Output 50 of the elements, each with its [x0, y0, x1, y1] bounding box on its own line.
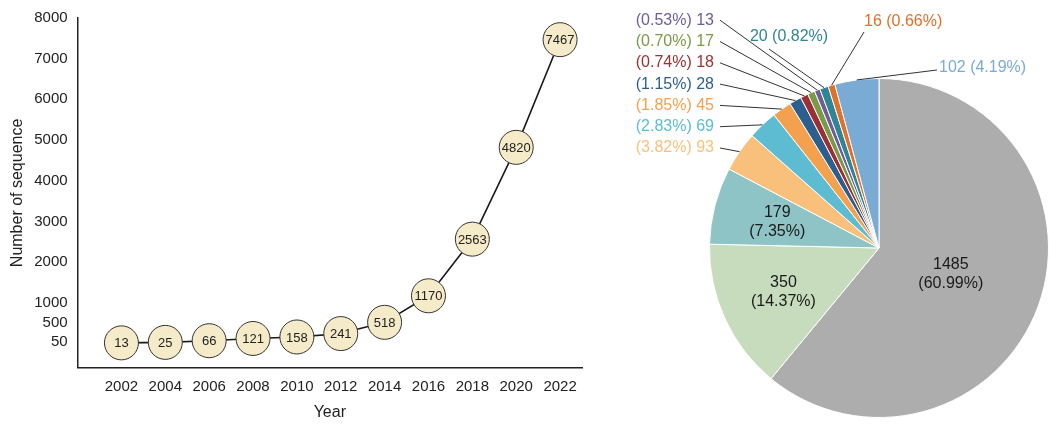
data-label: 350 (14.37%)	[750, 272, 816, 309]
y-tick-label: 1000	[34, 292, 68, 310]
x-tick-label: 2010	[280, 376, 314, 394]
data-label: 25	[158, 334, 173, 350]
x-tick-label: 2022	[543, 376, 577, 394]
point	[191, 323, 227, 359]
data-label: 1485 (60.99%)	[918, 254, 984, 291]
data-label: 16 (0.66%)	[864, 12, 943, 30]
data-label: 4820	[501, 139, 531, 155]
data-label: (0.74%) 18	[635, 53, 715, 71]
data-label: 2563	[457, 231, 487, 247]
x-tick-label: 2006	[192, 376, 226, 394]
x-axis-title: Year	[313, 402, 347, 420]
data-label: (2.83%) 69	[635, 117, 715, 135]
x-tick-label: 2016	[411, 376, 446, 394]
data-label: 158	[286, 329, 308, 345]
x-tick-label: 2002	[104, 376, 139, 394]
x-tick-label: 2014	[367, 376, 402, 394]
point	[103, 325, 139, 361]
data-label: 7467	[545, 32, 575, 48]
y-tick-label: 5000	[34, 130, 68, 148]
data-label: (0.70%) 17	[635, 31, 715, 49]
x-tick-label: 2018	[455, 376, 490, 394]
y-tick-label: 4000	[34, 170, 68, 188]
y-axis-title: Number of sequence	[8, 118, 26, 268]
y-tick-label: 3000	[34, 211, 68, 229]
y-tick-label: 500	[42, 313, 68, 331]
x-tick-label: 2008	[236, 376, 270, 394]
data-label: 1170	[414, 288, 443, 304]
y-tick-label: 8000	[34, 8, 68, 26]
data-label: (1.85%) 45	[635, 95, 715, 113]
data-label: 66	[201, 333, 217, 349]
data-label: (1.15%) 28	[635, 74, 715, 92]
data-label: 518	[373, 314, 396, 330]
x-tick-label: 2020	[499, 376, 533, 394]
data-label: 241	[329, 326, 352, 342]
y-tick-label: 50	[50, 331, 68, 349]
data-label: 13	[114, 335, 129, 351]
y-tick-label: 6000	[34, 89, 68, 107]
x-tick-label: 2012	[324, 376, 358, 394]
data-label: (3.82%) 93	[635, 138, 715, 156]
y-tick-label: 7000	[34, 48, 68, 66]
data-label: 121	[242, 331, 264, 347]
data-label: (0.53%) 13	[635, 10, 715, 28]
point	[147, 324, 183, 360]
x-tick-label: 2004	[148, 376, 182, 394]
y-tick-label: 2000	[34, 252, 68, 270]
data-label: 20 (0.82%)	[749, 27, 829, 45]
data-label: 102 (4.19%)	[939, 58, 1027, 76]
data-label: 179 (7.35%)	[749, 202, 806, 239]
